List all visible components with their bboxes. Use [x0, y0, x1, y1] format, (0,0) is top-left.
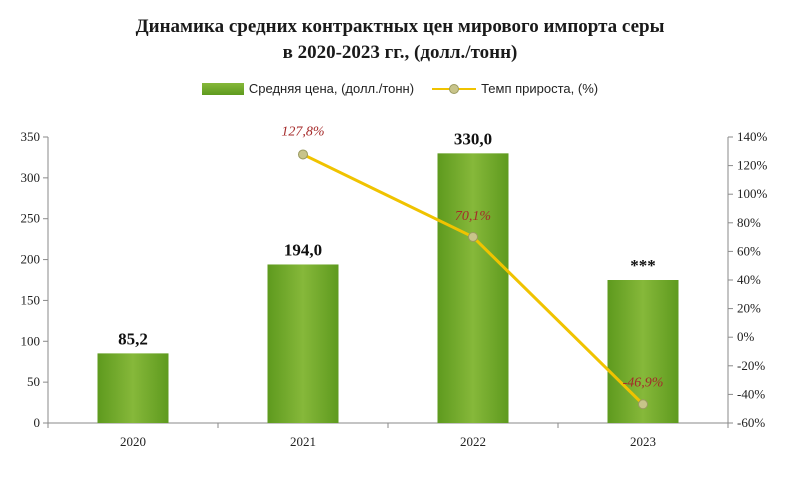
- y-right-tick-label: 80%: [737, 215, 761, 230]
- bar: [437, 153, 509, 424]
- y-right-tick-label: 40%: [737, 272, 761, 287]
- legend-label-price: Средняя цена, (долл./тонн): [248, 81, 415, 96]
- bar-data-label: 85,2: [118, 329, 148, 348]
- y-left-tick-label: 300: [21, 170, 41, 185]
- growth-data-label: 70,1%: [455, 209, 491, 224]
- chart-title-line2: в 2020-2023 гг., (долл./тонн): [282, 42, 518, 63]
- y-left-tick-label: 0: [34, 415, 41, 430]
- y-left-tick-label: 250: [21, 211, 41, 226]
- y-right-tick-label: -60%: [737, 415, 765, 430]
- y-right-tick-label: 120%: [737, 158, 768, 173]
- growth-point: [298, 149, 308, 160]
- legend-item-price: Средняя цена, (долл./тонн): [201, 81, 415, 96]
- y-left-tick-label: 350: [21, 129, 41, 144]
- bar: [97, 353, 169, 423]
- y-left-tick-label: 200: [21, 252, 41, 267]
- bar: [607, 280, 679, 423]
- y-right-tick-label: 60%: [737, 243, 761, 258]
- y-right-tick-label: 0%: [737, 329, 755, 344]
- chart-legend: Средняя цена, (долл./тонн) Темп прироста…: [0, 81, 800, 96]
- growth-point: [468, 231, 478, 242]
- y-right-tick-label: -40%: [737, 386, 765, 401]
- y-left-tick-label: 150: [21, 292, 41, 307]
- bar-data-label: 194,0: [284, 240, 322, 259]
- chart-title-line1: Динамика средних контрактных цен мировог…: [135, 16, 665, 37]
- legend-bar-swatch: [201, 82, 244, 95]
- y-right-tick-label: 140%: [737, 129, 768, 144]
- legend-line-swatch: [432, 83, 477, 95]
- chart-title: Динамика средних контрактных цен мировог…: [0, 14, 800, 66]
- y-right-tick-label: 20%: [737, 301, 761, 316]
- bar-data-label: ***: [630, 256, 656, 275]
- bar-data-label: 330,0: [454, 129, 492, 148]
- y-left-tick-label: 100: [21, 333, 41, 348]
- bar: [267, 264, 339, 423]
- legend-label-growth: Темп прироста, (%): [481, 81, 599, 96]
- growth-data-label: -46,9%: [623, 375, 664, 390]
- x-tick-label: 2021: [290, 434, 316, 449]
- y-left-tick-label: 50: [27, 374, 40, 389]
- y-right-tick-label: -20%: [737, 358, 765, 373]
- y-right-tick-label: 100%: [737, 186, 768, 201]
- x-tick-label: 2022: [460, 434, 486, 449]
- x-tick-label: 2020: [120, 434, 146, 449]
- growth-point: [638, 399, 648, 410]
- legend-item-growth: Темп прироста, (%): [432, 81, 598, 96]
- growth-data-label: 127,8%: [281, 124, 324, 139]
- x-tick-label: 2023: [630, 434, 656, 449]
